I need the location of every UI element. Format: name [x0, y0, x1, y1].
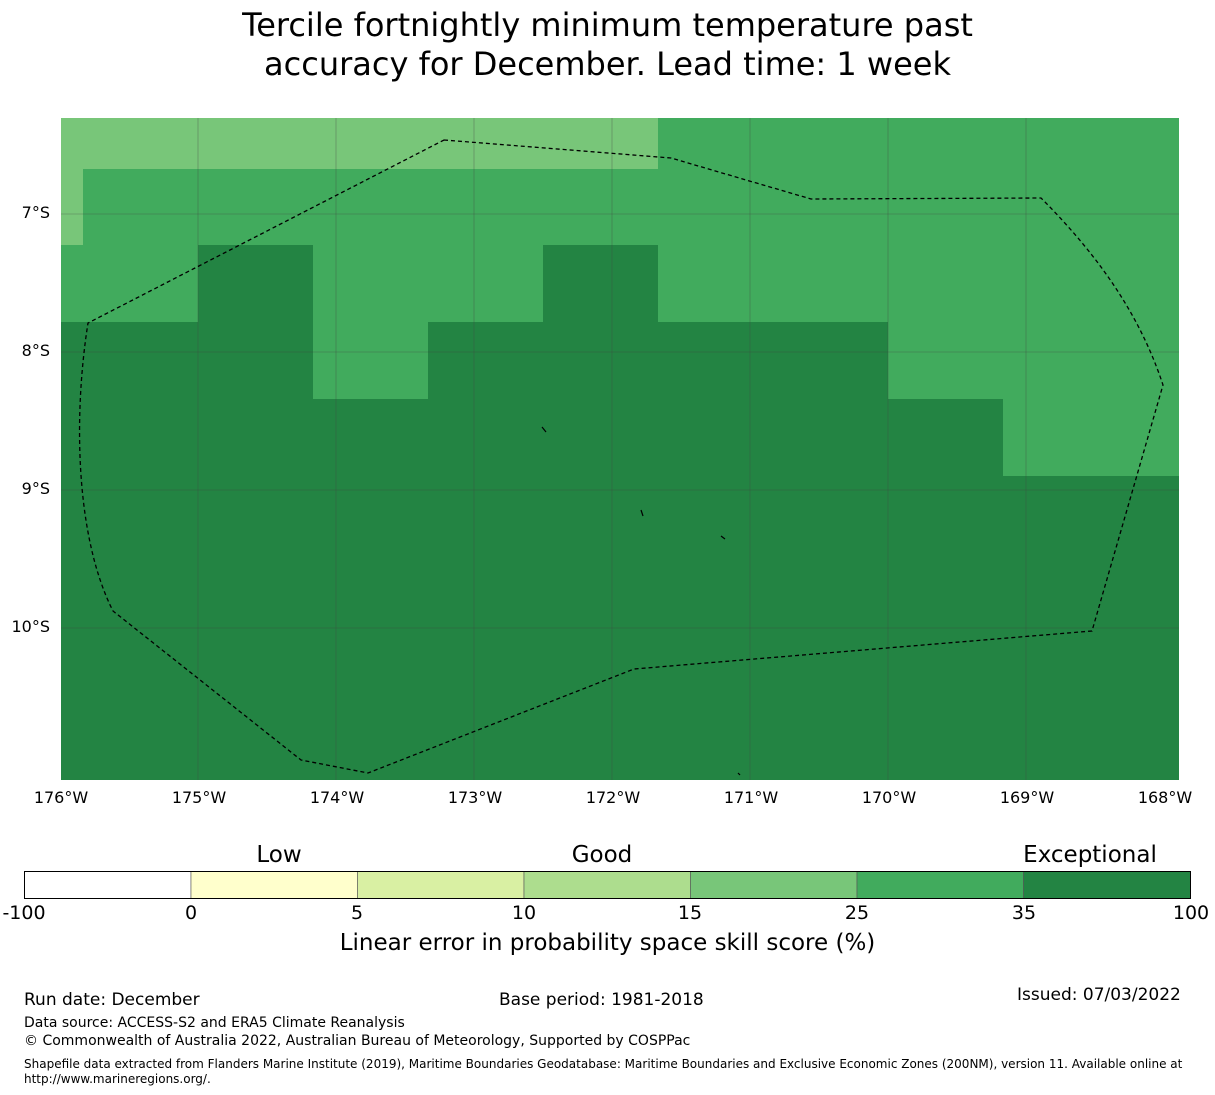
lat-label-9s: 9°S — [21, 479, 50, 498]
lon-label-171w: 171°W — [723, 788, 779, 807]
base-period: Base period: 1981-2018 — [499, 990, 704, 1010]
island-3 — [720, 535, 726, 540]
island-1 — [541, 426, 547, 433]
cell-very-good-mid — [313, 322, 428, 399]
colorbar-tick-25: 25 — [844, 902, 870, 924]
colorbar-tick-0: 0 — [184, 902, 198, 924]
chart-title: Tercile fortnightly minimum temperature … — [0, 6, 1215, 84]
skill-score-map — [61, 118, 1179, 780]
run-date: Run date: December — [24, 990, 200, 1010]
cell-very-good-east-1 — [888, 322, 1179, 399]
colorbar-tick-10: 10 — [511, 902, 537, 924]
cell-exceptional-central — [543, 245, 658, 322]
colorbar-category-good: Good — [571, 842, 633, 868]
eez-boundary — [78, 139, 1164, 774]
colorbar-swatch-4 — [523, 871, 691, 899]
colorbar-category-low: Low — [256, 842, 302, 868]
colorbar-tick-minus100: -100 — [2, 902, 46, 924]
colorbar-swatch-3 — [357, 871, 525, 899]
colorbar-tick-5: 5 — [350, 902, 364, 924]
colorbar-swatch-6 — [856, 871, 1024, 899]
lon-label-172w: 172°W — [585, 788, 641, 807]
cell-good-top — [61, 118, 658, 169]
lon-label-173w: 173°W — [447, 788, 503, 807]
island-4 — [737, 772, 741, 776]
colorbar-tick-35: 35 — [1011, 902, 1037, 924]
islands — [541, 426, 741, 776]
cell-very-good-east-2 — [1003, 399, 1179, 476]
issued-date: Issued: 07/03/2022 — [1017, 985, 1181, 1005]
title-line-2: accuracy for December. Lead time: 1 week — [264, 45, 951, 83]
colorbar-frame — [24, 871, 1191, 899]
colorbar-swatch-2 — [190, 871, 358, 899]
colorbar-category-exceptional: Exceptional — [1023, 842, 1157, 868]
colorbar-swatch-1 — [24, 871, 192, 899]
colorbar-tick-15: 15 — [677, 902, 703, 924]
lon-label-176w: 176°W — [33, 788, 89, 807]
colorbar-tick-100: 100 — [1172, 902, 1210, 924]
lon-label-168w: 168°W — [1137, 788, 1193, 807]
colorbar-swatch-7 — [1023, 871, 1191, 899]
lat-label-10s: 10°S — [11, 617, 50, 636]
title-line-1: Tercile fortnightly minimum temperature … — [242, 6, 973, 44]
lon-label-170w: 170°W — [861, 788, 917, 807]
colorbar — [24, 871, 1191, 899]
lat-label-7s: 7°S — [21, 203, 50, 222]
cell-exceptional-west — [198, 245, 313, 322]
skill-grid-cells — [61, 118, 1179, 780]
cell-good-corner — [61, 169, 83, 245]
graticule — [61, 118, 1179, 780]
lon-label-175w: 175°W — [171, 788, 227, 807]
colorbar-swatch-5 — [690, 871, 858, 899]
shapefile-credit: Shapefile data extracted from Flanders M… — [24, 1057, 1183, 1086]
lon-label-174w: 174°W — [309, 788, 365, 807]
island-2 — [640, 509, 644, 517]
copyright: © Commonwealth of Australia 2022, Austra… — [24, 1033, 691, 1049]
colorbar-label: Linear error in probability space skill … — [339, 930, 876, 956]
lon-label-169w: 169°W — [999, 788, 1055, 807]
lat-label-8s: 8°S — [21, 341, 50, 360]
data-source: Data source: ACCESS-S2 and ERA5 Climate … — [24, 1015, 405, 1031]
